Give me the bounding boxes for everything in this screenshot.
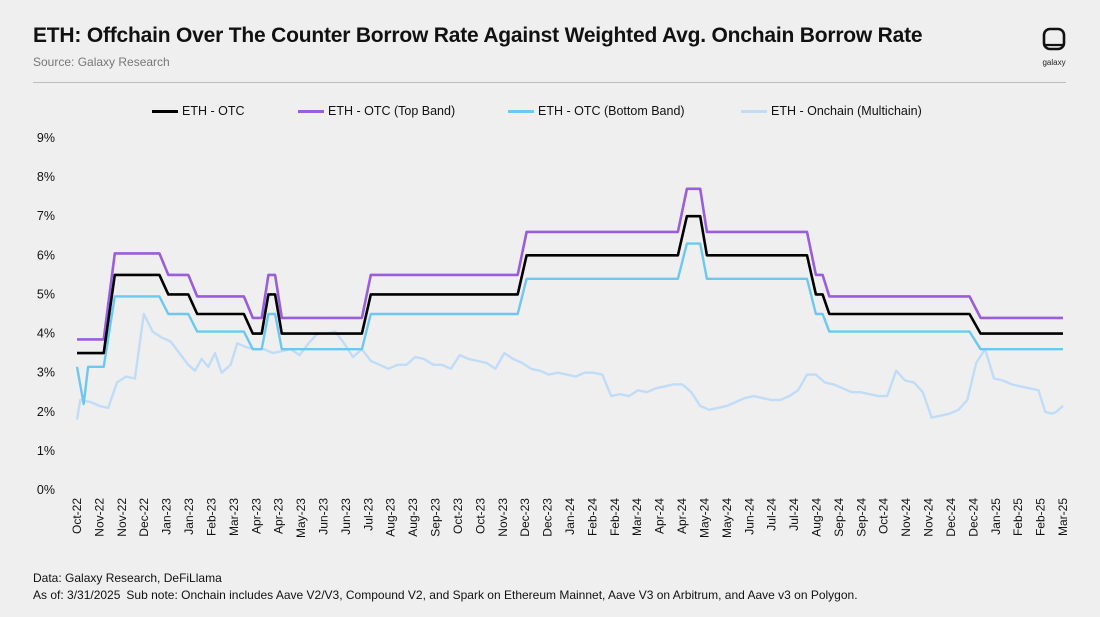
legend-swatch-eth-otc-bottom-band — [508, 109, 534, 113]
x-tick-label: Jan-23 — [182, 498, 196, 535]
series-line-eth-otc — [77, 214, 1063, 355]
legend-item-eth-otc[interactable]: ETH - OTC — [152, 102, 245, 120]
y-tick-label: 4% — [37, 327, 55, 341]
x-tick-label: Dec-22 — [137, 498, 151, 537]
x-tick-label: Oct-23 — [473, 498, 487, 534]
x-tick-label: Feb-23 — [204, 498, 218, 536]
series-line-eth-otc-bottom-band — [75, 242, 1063, 406]
legend-swatch-eth-otc-top-band — [298, 109, 324, 113]
x-tick-label: Apr-24 — [675, 498, 689, 534]
x-tick-label: Jan-24 — [563, 498, 577, 535]
x-tick-label: Feb-24 — [585, 498, 599, 536]
x-tick-label: Jul-23 — [361, 498, 375, 531]
x-tick-label: Mar-23 — [227, 498, 241, 536]
legend-swatch-eth-onchain — [741, 109, 767, 113]
x-tick-label: Sep-24 — [832, 498, 846, 537]
x-tick-label: Nov-24 — [922, 498, 936, 537]
x-tick-label: Feb-25 — [1034, 498, 1048, 536]
x-tick-label: Sep-24 — [854, 498, 868, 537]
x-tick-label: Jul-24 — [765, 498, 779, 531]
series-layer — [75, 187, 1064, 420]
x-axis: Oct-22 Nov-22 Nov-22 Dec-22 Jan-23 Jan-23 Feb-… — [70, 498, 1070, 538]
y-tick-label: 8% — [37, 170, 55, 184]
chart-legend: ETH - OTC ETH - OTC (Top Band) ETH - OTC… — [0, 102, 1100, 120]
x-tick-label: Oct-22 — [70, 498, 84, 534]
x-tick-label: Oct-23 — [451, 498, 465, 534]
x-tick-label: May-24 — [697, 498, 711, 538]
x-tick-label: Mar-24 — [630, 498, 644, 536]
chart-title: ETH: Offchain Over The Counter Borrow Ra… — [33, 24, 923, 47]
galaxy-logo-text: galaxy — [1042, 58, 1066, 67]
legend-label-eth-otc-top-band: ETH - OTC (Top Band) — [328, 104, 456, 118]
y-tick-label: 7% — [37, 209, 55, 223]
x-tick-label: Jan-23 — [160, 498, 174, 535]
x-tick-label: Sep-23 — [429, 498, 443, 537]
footer-data-source: Data: Galaxy Research, DeFiLlama — [33, 571, 222, 585]
x-tick-label: Nov-22 — [92, 498, 106, 537]
x-tick-label: Feb-24 — [608, 498, 622, 536]
x-tick-label: Dec-23 — [541, 498, 555, 537]
x-tick-label: Feb-25 — [1011, 498, 1025, 536]
y-tick-label: 1% — [37, 444, 55, 458]
x-tick-label: Jan-25 — [989, 498, 1003, 535]
y-tick-label: 5% — [37, 287, 55, 301]
x-tick-label: Aug-23 — [384, 498, 398, 537]
series-line-eth-otc-top-band — [77, 187, 1063, 341]
x-tick-label: Jun-23 — [339, 498, 353, 535]
y-tick-label: 2% — [37, 405, 55, 419]
x-tick-label: Mar-25 — [1056, 498, 1070, 536]
legend-label-eth-onchain: ETH - Onchain (Multichain) — [771, 104, 922, 118]
legend-swatch-eth-otc — [152, 109, 178, 113]
legend-item-eth-onchain[interactable]: ETH - Onchain (Multichain) — [741, 102, 922, 120]
x-tick-label: Jun-23 — [317, 498, 331, 535]
x-tick-label: Apr-24 — [653, 498, 667, 534]
chart-source: Source: Galaxy Research — [33, 55, 170, 69]
header-divider — [33, 82, 1066, 83]
galaxy-logo: galaxy — [1038, 26, 1070, 67]
x-tick-label: Jul-24 — [787, 498, 801, 531]
x-tick-label: Apr-23 — [272, 498, 286, 534]
x-tick-label: Jun-24 — [742, 498, 756, 535]
footer-notes: As of: 3/31/2025 Sub note: Onchain includ… — [33, 588, 858, 602]
x-tick-label: Apr-23 — [249, 498, 263, 534]
x-tick-label: May-23 — [294, 498, 308, 538]
x-tick-label: Dec-24 — [944, 498, 958, 537]
y-tick-label: 6% — [37, 248, 55, 262]
x-tick-label: Nov-23 — [496, 498, 510, 537]
y-axis: 0% 1% 2% 3% 4% 5% 6% 7% 8% 9% — [37, 131, 55, 497]
x-tick-label: Aug-24 — [810, 498, 824, 537]
legend-label-eth-otc: ETH - OTC — [182, 104, 245, 118]
legend-label-eth-otc-bottom-band: ETH - OTC (Bottom Band) — [538, 104, 685, 118]
x-tick-label: Dec-23 — [518, 498, 532, 537]
footer-as-of: As of: 3/31/2025 — [33, 588, 121, 602]
series-line-eth-onchain — [75, 312, 1064, 420]
legend-item-eth-otc-top-band[interactable]: ETH - OTC (Top Band) — [298, 102, 455, 120]
x-tick-label: Nov-22 — [115, 498, 129, 537]
x-tick-label: May-24 — [720, 498, 734, 538]
galaxy-logo-icon — [1042, 27, 1066, 51]
y-tick-label: 0% — [37, 483, 55, 497]
x-tick-label: Oct-24 — [877, 498, 891, 534]
footer-sub-note: Sub note: Onchain includes Aave V2/V3, C… — [126, 588, 858, 602]
x-tick-label: Nov-24 — [899, 498, 913, 537]
x-tick-label: Aug-23 — [406, 498, 420, 537]
y-tick-label: 9% — [37, 131, 55, 145]
x-tick-label: Dec-24 — [966, 498, 980, 537]
y-tick-label: 3% — [37, 366, 55, 380]
legend-item-eth-otc-bottom-band[interactable]: ETH - OTC (Bottom Band) — [508, 102, 685, 120]
